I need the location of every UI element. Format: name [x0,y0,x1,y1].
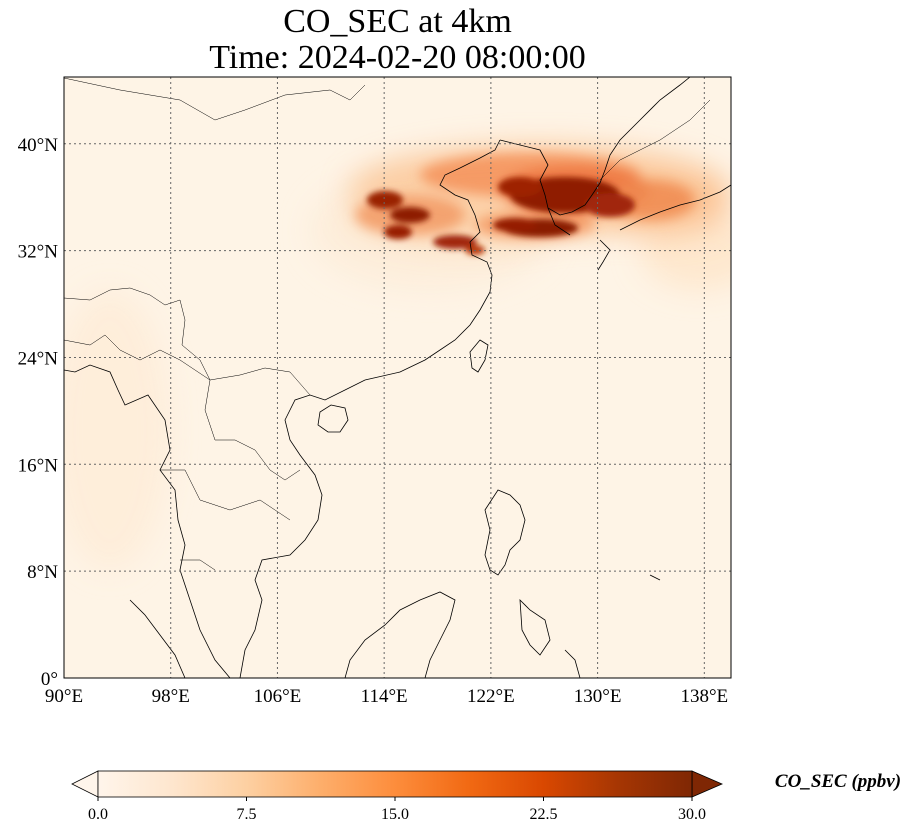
coastlines [64,77,731,678]
colorbar-body [97,770,693,798]
x-tick-label: 114°E [361,686,408,707]
x-tick-label: 98°E [152,686,190,707]
title-variable: CO_SEC at 4km [283,3,512,40]
country-borders [64,77,711,571]
y-tick-label: 32°N [18,242,59,263]
colorbar-tick-label: 22.5 [530,806,558,823]
colorbar-tick-label: 7.5 [237,806,257,823]
colorbar-tick-label: 0.0 [88,806,108,823]
map-frame [63,76,732,679]
colorbar-tick-label: 30.0 [678,806,706,823]
colorbar-extend-high [691,770,724,798]
title-time: Time: 2024-02-20 08:00:00 [209,39,586,76]
y-axis-ticks: 0° 8°N 16°N 24°N 32°N 40°N [18,135,59,690]
x-tick-label: 122°E [467,686,515,707]
gridlines [64,77,731,678]
y-tick-label: 24°N [18,348,59,369]
y-tick-label: 8°N [27,562,58,583]
y-tick-label: 16°N [18,455,59,476]
co-plume-core [367,177,635,255]
x-tick-label: 138°E [680,686,728,707]
x-axis-ticks: 90°E 98°E 106°E 114°E 122°E 130°E 138°E [45,686,728,707]
x-tick-label: 90°E [45,686,83,707]
x-tick-label: 130°E [574,686,622,707]
colorbar: 0.0 7.5 15.0 22.5 30.0 CO_SEC (ppbv) [71,770,901,823]
map-title: CO_SEC at 4km Time: 2024-02-20 08:00:00 [64,4,731,76]
colorbar-label: CO_SEC (ppbv) [775,771,901,792]
map-panel [64,77,731,678]
colorbar-ticks: 0.0 7.5 15.0 22.5 30.0 [88,797,706,823]
y-tick-label: 40°N [18,135,59,156]
colorbar-extend-low [71,770,99,798]
y-tick-label: 0° [41,669,58,690]
x-tick-label: 106°E [254,686,302,707]
colorbar-tick-label: 15.0 [381,806,409,823]
